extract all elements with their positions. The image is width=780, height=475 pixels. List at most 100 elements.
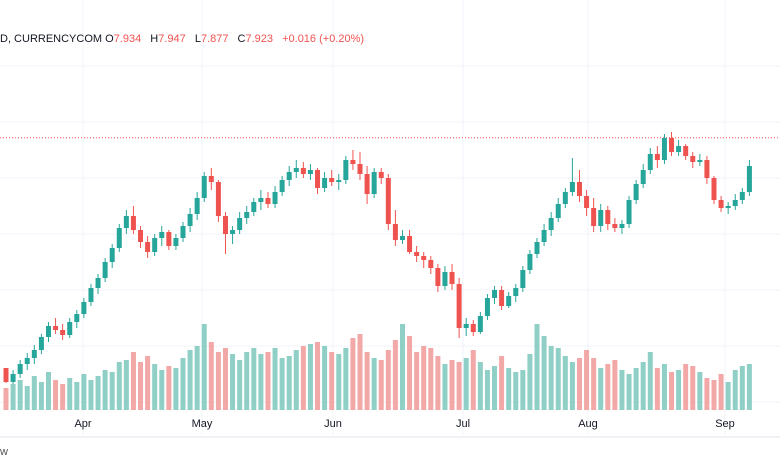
candle bbox=[619, 220, 625, 234]
volume-bar bbox=[336, 354, 342, 410]
candle bbox=[555, 198, 561, 222]
candle bbox=[67, 318, 73, 338]
candle bbox=[272, 186, 278, 208]
candle bbox=[527, 250, 533, 274]
candle bbox=[88, 284, 94, 306]
candle bbox=[669, 132, 675, 156]
volume-bar bbox=[138, 362, 144, 410]
candle-body bbox=[194, 198, 200, 214]
volume-bar bbox=[307, 344, 313, 410]
close-value: 7.923 bbox=[245, 33, 274, 45]
candle-body bbox=[506, 296, 512, 306]
candle bbox=[265, 192, 271, 208]
volume-bar bbox=[399, 324, 405, 410]
volume-bar bbox=[237, 360, 243, 410]
candle bbox=[286, 166, 292, 186]
volume-bar bbox=[541, 336, 547, 410]
candle-body bbox=[145, 242, 151, 252]
volume-bar bbox=[208, 342, 214, 410]
candle-body bbox=[576, 182, 582, 196]
volume-bar bbox=[53, 380, 59, 410]
candle-body bbox=[350, 160, 356, 164]
candle bbox=[605, 206, 611, 230]
candle bbox=[123, 210, 129, 234]
candle bbox=[24, 353, 30, 370]
candles bbox=[3, 132, 752, 384]
candle bbox=[534, 238, 540, 258]
candle-body bbox=[725, 206, 731, 208]
candle-body bbox=[435, 268, 441, 286]
volume-bar bbox=[584, 350, 590, 410]
candle bbox=[399, 230, 405, 244]
candle-body bbox=[392, 224, 398, 240]
candle bbox=[166, 230, 172, 250]
volume-bar bbox=[619, 370, 625, 410]
candle-body bbox=[3, 368, 9, 382]
candle bbox=[60, 324, 66, 340]
candle bbox=[343, 156, 349, 184]
candle-body bbox=[626, 200, 632, 224]
candle bbox=[329, 170, 335, 186]
volume-bar bbox=[350, 338, 356, 410]
candle-body bbox=[584, 196, 590, 208]
candle bbox=[116, 224, 122, 252]
candle bbox=[739, 188, 745, 204]
candle bbox=[640, 164, 646, 188]
candle-body bbox=[407, 236, 413, 252]
candle bbox=[315, 168, 321, 194]
volume-bar bbox=[746, 364, 752, 410]
candle-body bbox=[449, 272, 455, 284]
grid bbox=[0, 0, 780, 435]
volume-bar bbox=[60, 384, 66, 410]
candle-body bbox=[555, 204, 561, 218]
candle bbox=[237, 212, 243, 234]
candle-body bbox=[562, 192, 568, 204]
candle bbox=[470, 320, 476, 336]
candle bbox=[38, 334, 44, 354]
x-tick-label: Aug bbox=[578, 418, 598, 430]
open-value: 7.934 bbox=[113, 33, 142, 45]
candle-body bbox=[343, 160, 349, 180]
high-label: H bbox=[150, 33, 159, 45]
candle bbox=[704, 156, 710, 184]
candle bbox=[45, 322, 51, 342]
candle bbox=[711, 176, 717, 204]
candle-body bbox=[173, 238, 179, 246]
candle bbox=[385, 174, 391, 230]
candle-body bbox=[187, 214, 193, 226]
candle-body bbox=[53, 326, 59, 330]
candle-body bbox=[385, 178, 391, 224]
candle-body bbox=[336, 180, 342, 182]
candle-body bbox=[591, 208, 597, 226]
volume-bar bbox=[392, 340, 398, 410]
candle-body bbox=[676, 146, 682, 152]
candle bbox=[187, 208, 193, 232]
candle-body bbox=[654, 154, 660, 160]
candle bbox=[371, 168, 377, 198]
volume-bar bbox=[95, 376, 101, 410]
volume-bar bbox=[725, 382, 731, 410]
candle bbox=[307, 164, 313, 180]
volume-bar bbox=[45, 372, 51, 410]
ohlc-legend: D, CURRENCYCOM O7.934 H7.947 L7.877 C7.9… bbox=[0, 33, 364, 45]
x-tick-label: Sep bbox=[715, 418, 735, 430]
candle-body bbox=[746, 166, 752, 192]
volume-bar bbox=[293, 350, 299, 410]
volume-bar bbox=[24, 386, 30, 410]
candle bbox=[506, 292, 512, 308]
change-value: +0.016 (+0.20%) bbox=[282, 33, 365, 45]
volume-bar bbox=[484, 370, 490, 410]
volume-bar bbox=[166, 366, 172, 410]
volume-bar bbox=[499, 356, 505, 410]
candle-body bbox=[45, 326, 51, 337]
candle-body bbox=[152, 238, 158, 252]
candle-body bbox=[293, 168, 299, 172]
candle-body bbox=[17, 364, 23, 374]
volume-bar bbox=[612, 360, 618, 410]
volume-bar bbox=[159, 370, 165, 410]
volume-bar bbox=[187, 350, 193, 410]
volume-bar bbox=[598, 368, 604, 410]
volume-bar bbox=[357, 334, 363, 410]
candle bbox=[336, 174, 342, 190]
